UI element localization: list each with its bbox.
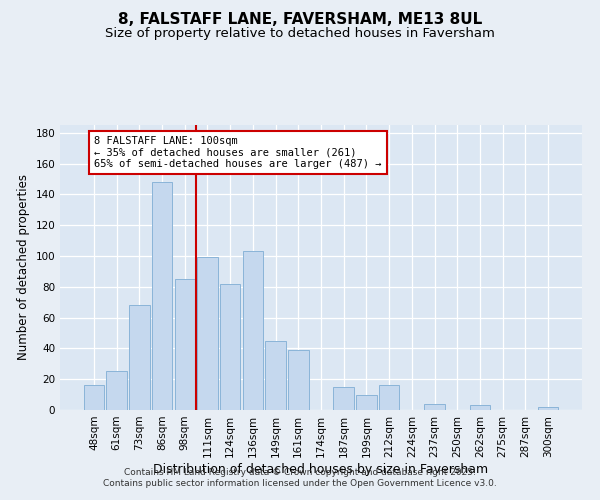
Bar xyxy=(175,279,195,410)
Bar xyxy=(129,305,149,410)
Text: Contains HM Land Registry data © Crown copyright and database right 2025.
Contai: Contains HM Land Registry data © Crown c… xyxy=(103,468,497,487)
Bar xyxy=(424,404,445,410)
Bar xyxy=(356,394,377,410)
Bar xyxy=(197,258,218,410)
Bar xyxy=(470,406,490,410)
Text: 8, FALSTAFF LANE, FAVERSHAM, ME13 8UL: 8, FALSTAFF LANE, FAVERSHAM, ME13 8UL xyxy=(118,12,482,28)
Bar xyxy=(152,182,172,410)
Text: Size of property relative to detached houses in Faversham: Size of property relative to detached ho… xyxy=(105,28,495,40)
Bar xyxy=(84,386,104,410)
Bar xyxy=(242,252,263,410)
Text: 8 FALSTAFF LANE: 100sqm
← 35% of detached houses are smaller (261)
65% of semi-d: 8 FALSTAFF LANE: 100sqm ← 35% of detache… xyxy=(94,136,382,169)
Y-axis label: Number of detached properties: Number of detached properties xyxy=(17,174,30,360)
Bar xyxy=(288,350,308,410)
Bar xyxy=(379,386,400,410)
Bar xyxy=(106,372,127,410)
Bar xyxy=(265,340,286,410)
Bar xyxy=(220,284,241,410)
Bar xyxy=(334,387,354,410)
X-axis label: Distribution of detached houses by size in Faversham: Distribution of detached houses by size … xyxy=(154,462,488,475)
Bar xyxy=(538,407,558,410)
